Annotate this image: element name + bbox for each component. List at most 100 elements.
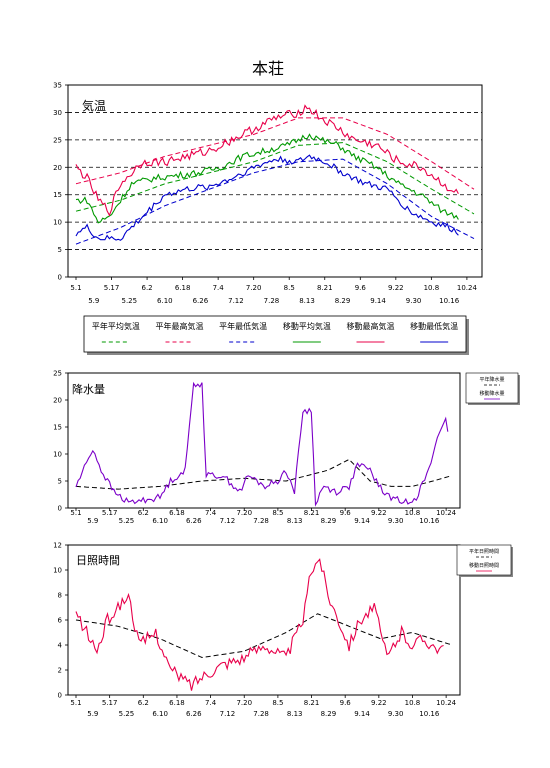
x-tick-label-bottom: 5.25 xyxy=(119,710,135,718)
x-tick-label-top: 8.21 xyxy=(317,284,333,292)
x-tick-label-top: 7.20 xyxy=(236,509,252,517)
legend-label: 平年日照時間 xyxy=(469,548,499,555)
x-tick-label-bottom: 5.9 xyxy=(87,517,98,525)
x-tick-label-bottom: 9.14 xyxy=(354,517,370,525)
x-tick-label-top: 5.1 xyxy=(70,284,81,292)
x-tick-label-bottom: 8.13 xyxy=(287,710,303,718)
legend-label: 移動最低気温 xyxy=(410,321,458,331)
series-line-2 xyxy=(75,158,475,245)
series-line-0 xyxy=(75,458,453,490)
series-line-0 xyxy=(75,142,475,215)
temperature-chart: 0 5 10 15 20 25 30 35 5.1 5.17 6.2 6.18 7.4 7.20 8.5 8.… xyxy=(53,82,483,305)
x-tick-label-top: 10.24 xyxy=(457,284,478,292)
x-tick-label-bottom: 8.29 xyxy=(321,517,337,525)
y-tick-label: 20 xyxy=(53,164,62,172)
y-tick-label: 35 xyxy=(53,82,62,90)
y-tick-label: 5 xyxy=(58,246,62,254)
x-tick-label-top: 8.5 xyxy=(272,509,283,517)
legend-label: 移動平均気温 xyxy=(283,321,331,331)
legend-box xyxy=(465,372,519,404)
legend-box xyxy=(83,315,467,353)
x-tick-label-top: 5.17 xyxy=(102,509,118,517)
temperature-legend: 平年平均気温 平年最高気温 平年最低気温 移動平均気温 移動最高気温 移動最低気温 xyxy=(83,315,469,355)
x-tick-label-bottom: 5.9 xyxy=(88,297,99,305)
y-tick-label: 10 xyxy=(53,567,62,575)
x-tick-label-bottom: 9.30 xyxy=(388,517,404,525)
series-line-5 xyxy=(75,154,459,241)
legend-box xyxy=(456,544,512,576)
x-tick-label-bottom: 7.12 xyxy=(220,710,236,718)
chart-label: 日照時間 xyxy=(76,554,120,567)
legend-label: 平年最高気温 xyxy=(156,321,204,331)
x-tick-label-top: 9.22 xyxy=(371,509,387,517)
x-tick-label-top: 9.6 xyxy=(355,284,367,292)
x-tick-label-top: 7.4 xyxy=(205,509,217,517)
y-tick-label: 0 xyxy=(58,692,62,700)
x-tick-label-bottom: 6.10 xyxy=(157,297,173,305)
series-line-3 xyxy=(75,133,459,224)
x-tick-label-bottom: 6.10 xyxy=(152,710,168,718)
sunshine-chart: 0 2 4 6 8 10 12 5.1 5.17 6.2 6.18 7.4 7.20 8.5 8.21 9.6… xyxy=(53,542,461,718)
x-tick-label-top: 9.22 xyxy=(371,699,387,707)
y-tick-label: 12 xyxy=(53,542,62,550)
y-tick-label: 10 xyxy=(53,219,62,227)
legend-label: 移動降水量 xyxy=(479,390,504,397)
x-tick-label-top: 7.4 xyxy=(205,699,217,707)
x-tick-label-top: 8.21 xyxy=(304,509,320,517)
x-tick-label-bottom: 6.26 xyxy=(186,517,202,525)
x-tick-label-bottom: 9.30 xyxy=(406,297,422,305)
x-tick-label-bottom: 10.16 xyxy=(439,297,460,305)
x-tick-label-top: 5.1 xyxy=(70,699,81,707)
x-tick-label-bottom: 5.25 xyxy=(119,517,135,525)
legend-label: 移動日照時間 xyxy=(469,562,499,569)
chart-label: 気温 xyxy=(82,98,106,113)
x-tick-label-top: 10.8 xyxy=(405,509,421,517)
x-tick-label-top: 6.18 xyxy=(169,699,185,707)
x-tick-label-top: 9.22 xyxy=(388,284,404,292)
plot-frame xyxy=(67,372,461,509)
x-tick-label-top: 10.24 xyxy=(436,509,457,517)
x-tick-label-bottom: 7.28 xyxy=(253,710,269,718)
x-tick-label-bottom: 8.13 xyxy=(299,297,315,305)
x-tick-label-top: 8.5 xyxy=(272,699,283,707)
x-tick-label-top: 7.4 xyxy=(213,284,225,292)
x-tick-label-top: 9.6 xyxy=(340,509,352,517)
x-tick-label-top: 10.8 xyxy=(424,284,440,292)
x-tick-label-bottom: 10.16 xyxy=(419,710,440,718)
x-tick-label-top: 6.2 xyxy=(138,509,149,517)
x-tick-label-bottom: 9.14 xyxy=(354,710,370,718)
y-tick-label: 10 xyxy=(53,451,62,459)
x-tick-label-top: 7.20 xyxy=(236,699,252,707)
x-tick-label-bottom: 9.14 xyxy=(370,297,386,305)
legend-label: 平年降水量 xyxy=(479,376,504,383)
y-tick-label: 2 xyxy=(58,667,62,675)
x-tick-label-top: 6.2 xyxy=(138,699,149,707)
x-tick-label-bottom: 5.25 xyxy=(122,297,138,305)
legend-label: 平年最低気温 xyxy=(219,321,267,331)
y-tick-label: 5 xyxy=(58,478,62,486)
x-tick-label-top: 5.17 xyxy=(102,699,118,707)
legend-label: 平年平均気温 xyxy=(92,321,140,331)
y-tick-label: 25 xyxy=(53,370,62,378)
x-tick-label-bottom: 10.16 xyxy=(419,517,440,525)
y-tick-label: 8 xyxy=(58,592,62,600)
precipitation-chart: 0 5 10 15 20 25 5.1 5.17 6.2 6.18 7.4 7.20 8.5 8.21 9.… xyxy=(53,370,461,525)
x-tick-label-bottom: 7.12 xyxy=(228,297,244,305)
x-tick-label-bottom: 7.28 xyxy=(264,297,280,305)
x-tick-label-bottom: 5.9 xyxy=(87,710,98,718)
x-tick-label-bottom: 8.29 xyxy=(321,710,337,718)
y-tick-label: 15 xyxy=(53,424,62,432)
legend-label: 移動最高気温 xyxy=(347,321,395,331)
x-tick-label-bottom: 8.29 xyxy=(335,297,351,305)
x-tick-label-top: 5.1 xyxy=(70,509,81,517)
x-tick-label-top: 6.2 xyxy=(142,284,153,292)
x-tick-label-top: 10.24 xyxy=(436,699,457,707)
chart-label: 降水量 xyxy=(72,382,105,396)
plot-frame xyxy=(67,544,461,696)
x-tick-label-top: 10.8 xyxy=(405,699,421,707)
y-tick-label: 20 xyxy=(53,397,62,405)
x-tick-label-top: 6.18 xyxy=(169,509,185,517)
page-title: 本荘 xyxy=(252,59,284,78)
